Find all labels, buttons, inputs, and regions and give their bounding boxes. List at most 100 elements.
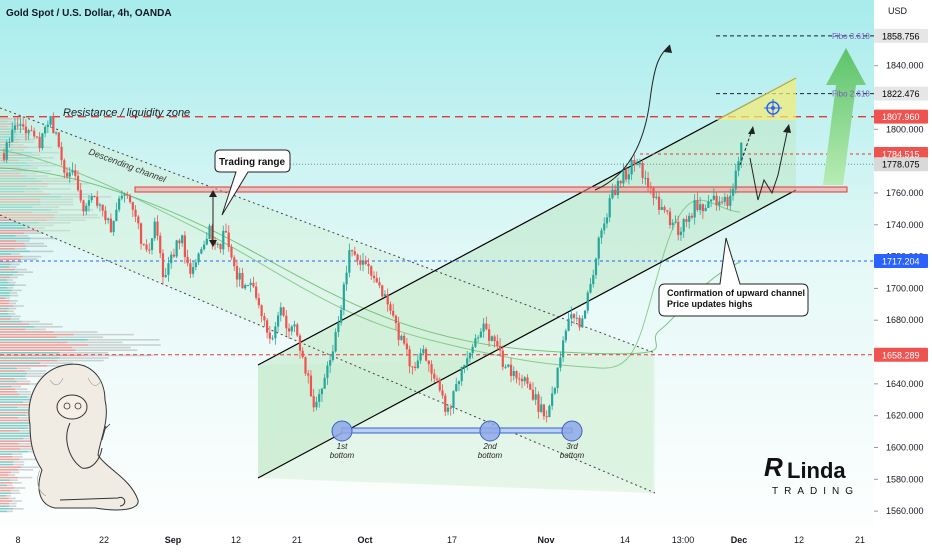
candle-body	[222, 230, 225, 250]
bottom-3-label-a: 3rd	[566, 442, 578, 451]
candle-body	[367, 263, 370, 267]
confirmation-line-1: Confirmation of upward channel	[667, 288, 805, 298]
volume-profile-bar	[0, 463, 14, 466]
volume-profile-bar	[0, 484, 7, 487]
candle-body	[22, 124, 25, 127]
volume-profile-bar	[0, 375, 26, 377]
bottom-3-circle	[561, 420, 583, 442]
volume-profile-bar-total	[10, 294, 19, 297]
volume-profile-bar	[0, 495, 6, 497]
candle-body	[734, 170, 737, 190]
candle-body	[690, 215, 694, 218]
volume-profile-bar	[0, 378, 15, 380]
chart-title: Gold Spot / U.S. Dollar, 4h, OANDA	[6, 8, 172, 19]
candle-body	[65, 172, 69, 177]
volume-profile-bar-total	[21, 466, 39, 468]
volume-profile-bar-total	[26, 162, 49, 164]
candle-body	[331, 351, 334, 361]
trading-range-arrowhead-down	[209, 240, 217, 247]
x-tick-label: 17	[447, 535, 457, 545]
candle-body	[33, 130, 36, 137]
volume-profile-bar	[0, 211, 32, 214]
volume-profile-bar	[0, 123, 12, 125]
candle-body	[394, 315, 398, 324]
volume-profile-bar-total	[56, 336, 103, 338]
candle-body	[677, 221, 680, 236]
descending-channel-fill	[0, 108, 655, 493]
volume-profile-bar-total	[12, 261, 23, 263]
volume-profile-bar-total	[13, 149, 25, 151]
candle-body	[260, 305, 263, 317]
volume-profile-bar-total	[24, 242, 45, 245]
volume-profile-bar	[0, 313, 9, 315]
candle-body	[101, 204, 104, 211]
candle-body	[463, 364, 466, 368]
volume-profile-bar-total	[20, 448, 37, 450]
candle-body	[504, 366, 507, 368]
volume-profile-bar-total	[18, 443, 35, 445]
volume-profile-bar	[0, 120, 8, 123]
volume-profile-bar	[0, 411, 28, 414]
time-axis-panel	[0, 529, 874, 550]
candle-body	[44, 126, 47, 134]
candle-body	[274, 326, 277, 339]
candle-body	[529, 383, 532, 390]
candle-body	[441, 390, 444, 396]
candle-body	[723, 196, 726, 202]
y-tick-label: 1620.000	[886, 411, 924, 421]
trading-range-label: Trading range	[219, 157, 286, 168]
volume-profile-bar-total	[15, 235, 29, 237]
volume-profile-bar	[0, 287, 8, 289]
volume-profile-bar	[0, 453, 13, 455]
candle-body	[296, 324, 299, 336]
volume-profile-bar	[0, 240, 17, 242]
volume-profile-bar	[0, 440, 33, 442]
candle-body	[611, 189, 614, 199]
volume-profile-bar	[0, 471, 11, 474]
volume-profile-bar-total	[32, 151, 59, 154]
volume-profile-bar-total	[87, 339, 160, 341]
candle-body	[512, 371, 515, 376]
candle-body	[189, 263, 192, 274]
volume-profile-bar	[0, 242, 25, 245]
volume-profile-bar-total	[20, 258, 38, 260]
candle-body	[381, 285, 384, 297]
volume-profile-bar	[0, 341, 68, 344]
x-tick-label: 14	[620, 535, 630, 545]
candle-body	[375, 278, 378, 283]
candle-body	[498, 345, 502, 351]
candle-body	[181, 235, 184, 244]
candle-body	[556, 367, 559, 388]
candle-body	[466, 358, 469, 365]
volume-profile-bar	[0, 177, 36, 180]
candle-body	[230, 246, 233, 258]
candle-body	[340, 309, 343, 323]
volume-profile-bar-total	[12, 144, 24, 146]
candle-body	[625, 169, 628, 180]
candle-body	[729, 195, 732, 206]
volume-profile-bar-total	[11, 482, 22, 484]
candle-body	[712, 195, 715, 200]
volume-profile-bar-total	[10, 489, 20, 492]
candle-body	[559, 357, 562, 368]
projection-arrowhead-long	[664, 45, 672, 53]
volume-profile-bar-total	[26, 185, 48, 188]
volume-profile-bar-total	[7, 125, 15, 128]
candle-body	[63, 160, 66, 173]
volume-profile-bar-total	[8, 313, 16, 315]
volume-profile-bar-total	[23, 190, 43, 193]
volume-profile-bar-total	[24, 227, 46, 229]
volume-profile-bar	[0, 497, 9, 500]
target-zone	[716, 77, 796, 120]
candle-body	[386, 294, 389, 305]
volume-profile-bar-total	[11, 315, 21, 318]
time-axis[interactable]: 8 22 Sep 12 21 Oct 17 Nov 14 13:00 Dec 12 21	[15, 535, 865, 545]
candle-body	[586, 292, 589, 311]
brand-logo: R Linda TRADING	[764, 452, 853, 497]
candle-body	[666, 210, 669, 212]
candle-body	[359, 260, 362, 265]
y-tick-label: 1680.000	[886, 315, 924, 325]
candle-body	[257, 297, 260, 306]
volume-profile-bar-total	[14, 284, 27, 286]
